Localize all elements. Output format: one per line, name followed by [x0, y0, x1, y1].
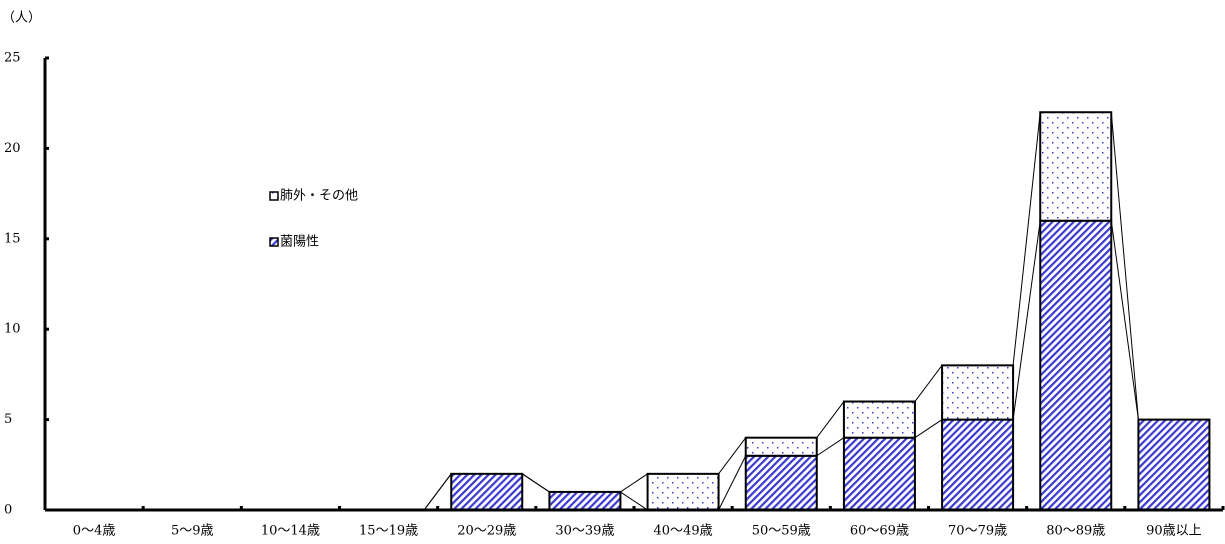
x-tick-label: 50〜59歳: [752, 524, 811, 539]
series-connector: [816, 401, 845, 438]
series-connector: [914, 419, 943, 439]
y-tick-label: 0: [4, 503, 12, 518]
x-tick-label: 20〜29歳: [457, 524, 516, 539]
x-tick-label: 0〜4歳: [73, 524, 116, 539]
bar-segment: [1039, 219, 1113, 511]
series-connector: [1110, 220, 1139, 420]
x-tick-label: 80〜89歳: [1046, 524, 1105, 539]
series-connector: [423, 473, 452, 511]
series-connector: [1012, 220, 1041, 420]
y-axis-label: （人）: [2, 11, 41, 26]
series-connector: [816, 437, 845, 457]
y-tick-label: 15: [4, 231, 21, 246]
bar-segment: [941, 418, 1015, 512]
bar-segment: [1137, 418, 1211, 512]
x-tick-label: 90歳以上: [1146, 524, 1202, 539]
series-connector: [914, 365, 943, 402]
bar-segment: [744, 436, 818, 457]
series-connector: [718, 455, 747, 511]
x-tick-label: 40〜49歳: [654, 524, 713, 539]
series-connector: [620, 473, 648, 493]
x-tick-label: 60〜69歳: [850, 524, 909, 539]
bar-segment: [450, 472, 524, 511]
bar-segment: [646, 472, 720, 511]
x-tick-label: 10〜14歳: [261, 524, 320, 539]
y-tick-label: 10: [4, 322, 21, 337]
bar-segment: [941, 364, 1015, 421]
series-connector: [1012, 112, 1041, 366]
bar-segment: [548, 490, 622, 512]
series-connector: [1110, 112, 1139, 420]
legend-swatch: [269, 191, 279, 201]
series-connector: [620, 491, 648, 511]
legend-label: 菌陽性: [280, 235, 319, 250]
bar-segment: [842, 436, 916, 511]
bar-segment: [1039, 111, 1113, 222]
x-tick-label: 15〜19歳: [359, 524, 418, 539]
legend-label: 肺外・その他: [280, 189, 358, 204]
bar-segment: [842, 400, 916, 439]
bar-segment: [744, 454, 818, 512]
legend-swatch: [269, 237, 279, 247]
y-tick-label: 5: [4, 412, 12, 427]
x-tick-label: 5〜9歳: [171, 524, 214, 539]
series-connector: [521, 473, 550, 493]
x-tick-label: 70〜79歳: [948, 524, 1007, 539]
y-tick-label: 20: [4, 141, 21, 156]
series-connector: [718, 437, 747, 475]
x-tick-label: 30〜39歳: [555, 524, 614, 539]
y-tick-label: 25: [4, 51, 21, 66]
